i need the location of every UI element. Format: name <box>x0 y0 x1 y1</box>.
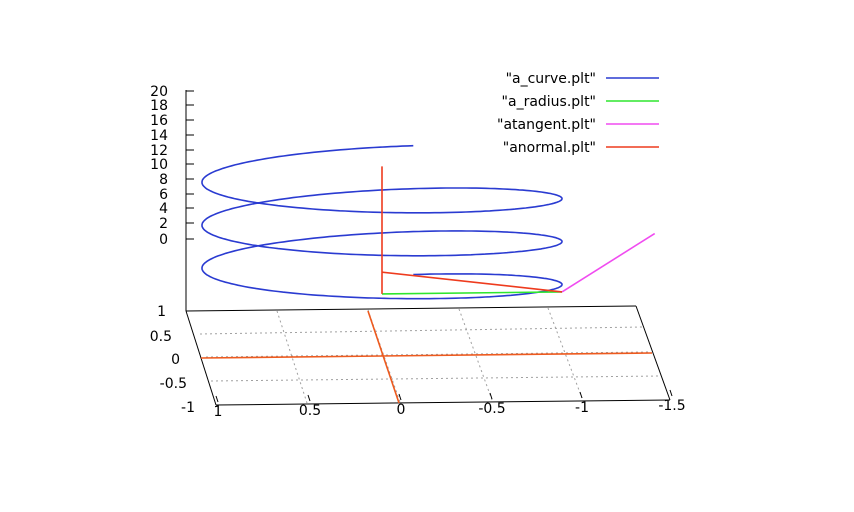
z-tick-label-14: 14 <box>150 128 168 144</box>
grid-line-x-0.5 <box>276 310 308 404</box>
floor-front-edge <box>215 399 671 406</box>
series-1-line <box>381 291 563 295</box>
series-3-line <box>381 166 563 294</box>
z-tick-label-8: 8 <box>159 172 168 188</box>
grid-line-x--1 <box>547 307 583 399</box>
x-tick-0.5 <box>307 394 311 402</box>
tick-marks <box>186 90 673 403</box>
axes-frame <box>185 90 671 406</box>
floor-axis-line-x0 <box>367 310 400 404</box>
series-layer <box>200 144 656 404</box>
y-tick-label-0: 0 <box>171 352 180 368</box>
z-tick-label-20: 20 <box>150 84 168 100</box>
x-tick-0 <box>398 393 402 401</box>
x-tick--0.5 <box>489 392 493 400</box>
legend-label-1: "a_radius.plt" <box>502 94 596 110</box>
z-tick-label-16: 16 <box>150 113 168 129</box>
x-tick-label-1: 1 <box>214 404 223 420</box>
x-tick-label--0.5: -0.5 <box>478 401 505 417</box>
grid-line-y--0.5 <box>210 375 661 382</box>
grid-line-y-0.5 <box>199 326 643 335</box>
floor-back-edge <box>185 305 637 312</box>
legend-label-3: "anormal.plt" <box>503 140 596 156</box>
series-0-line <box>201 144 563 300</box>
z-tick-label-4: 4 <box>159 201 168 217</box>
z-tick-label-12: 12 <box>150 143 168 159</box>
x-tick-label--1.5: -1.5 <box>658 398 685 414</box>
z-tick-label-2: 2 <box>159 216 168 232</box>
y-tick-label-0.5: 0.5 <box>150 329 172 345</box>
legend-label-0: "a_curve.plt" <box>506 71 596 87</box>
legend: "a_curve.plt" "a_radius.plt" "atangent.plt… <box>497 71 659 156</box>
series-2-line <box>561 232 656 293</box>
x-tick-label--1: -1 <box>575 400 589 416</box>
z-tick-label-6: 6 <box>159 187 168 203</box>
z-tick-label-18: 18 <box>150 98 168 114</box>
x-tick-label-0: 0 <box>397 402 406 418</box>
floor-right-edge <box>635 305 671 401</box>
grid-line-y-0 <box>205 351 651 358</box>
legend-label-2: "atangent.plt" <box>497 117 596 133</box>
y-tick-label--0.5: -0.5 <box>160 376 187 392</box>
y-tick-label-1: 1 <box>157 304 166 320</box>
x-tick--1.5 <box>669 389 673 397</box>
y-tick-label--1: -1 <box>181 400 195 416</box>
x-tick-1 <box>215 395 219 403</box>
x-tick--1 <box>579 391 583 399</box>
z-tick-label-0: 0 <box>159 232 168 248</box>
z-tick-label-10: 10 <box>150 157 168 173</box>
grid-line-x--0.5 <box>458 308 493 401</box>
x-tick-label-0.5: 0.5 <box>299 403 321 419</box>
floor-axis-line-y0 <box>200 352 653 359</box>
